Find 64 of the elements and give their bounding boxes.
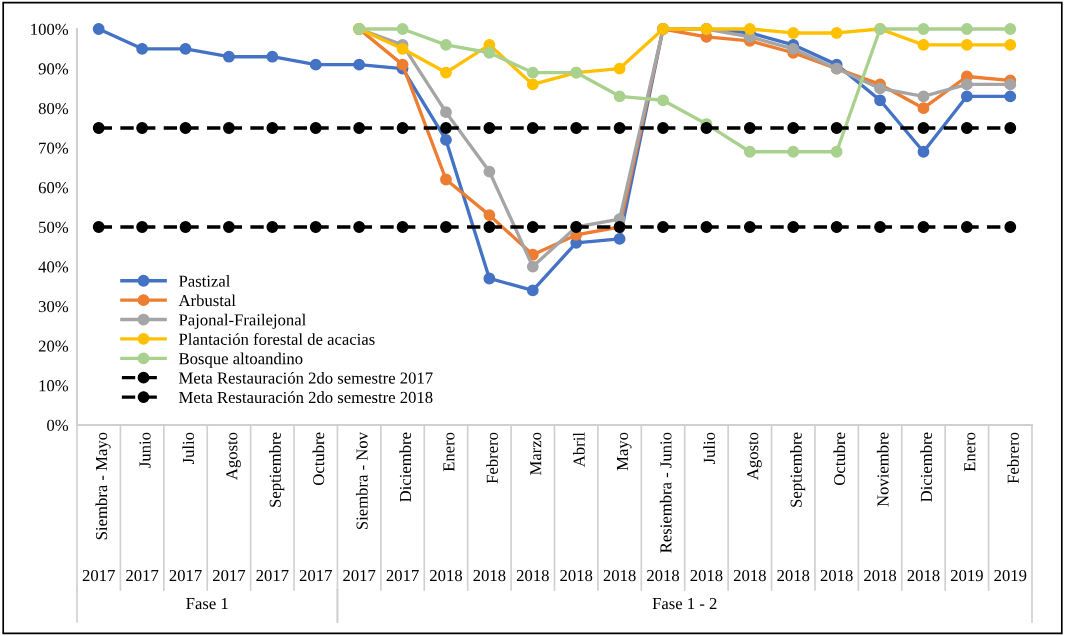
y-tick-label: 20% [38,340,69,352]
x-tick-label: Diciembre [920,432,932,502]
x-tick-label: Marzo [530,432,542,476]
text: 2018 [516,569,549,582]
text: 2017 [299,569,332,582]
x-tick-label: Febrero [1007,432,1019,484]
x-tick-label: Siembra - Mayo [95,432,111,540]
text: 2018 [560,569,593,582]
x-tick-label: Diciembre [399,432,412,502]
y-tick-label: 50% [39,221,69,233]
text: 2017 [169,569,202,582]
text: 2019 [994,569,1027,582]
x-tick-label: Agosto [747,432,762,480]
y-tick-label: 0% [47,419,69,431]
y-tick-label: 90% [38,63,69,75]
text: 2019 [950,569,983,582]
text: 2017 [386,569,419,582]
text: 2018 [820,569,853,582]
text: 2018 [777,569,810,582]
x-tick-label: Mayo [617,432,632,471]
x-tick-label: Octubre [833,432,846,485]
text: 2017 [343,569,376,582]
text: 2017 [126,569,159,582]
text: 2018 [733,569,766,582]
text: 2017 [213,569,246,582]
text: 2018 [603,569,636,582]
x-tick-label: Agosto [226,432,241,480]
y-tick-label: 60% [38,182,69,194]
legend-label: Arbustal [178,294,236,307]
text: Fase 1 [186,598,228,610]
x-tick-label: Abril [572,432,585,468]
legend-label: Meta Restauración 2do semestre 2017 [179,371,433,384]
legend-label: Bosque altoandino [179,352,303,368]
legend-label: Pastizal [179,275,231,287]
y-tick-label: 40% [38,261,69,273]
x-tick-label: Resiembra - Junio [659,432,672,553]
text: 2018 [690,569,723,582]
text: 2018 [647,569,680,582]
x-tick-label: Septiembre [790,432,806,507]
text: 2017 [256,569,289,582]
text: 2018 [864,569,897,582]
y-tick-label: 80% [38,102,69,115]
x-tick-label: Julio [182,432,195,465]
x-tick-label: Noviembre [876,432,889,507]
text: Fase 1 - 2 [652,597,717,610]
text: 2018 [907,569,940,582]
x-tick-label: Julio [703,432,715,465]
y-tick-label: 30% [38,300,69,313]
legend-label: Pajonal-Frailejonal [179,313,306,329]
legend-label: Plantación forestal de acacias [179,333,375,345]
x-tick-label: Octubre [312,432,325,485]
y-tick-label: 10% [39,380,69,392]
x-tick-label: Enero [964,432,976,472]
x-tick-label: Enero [443,432,455,472]
legend-label: Meta Restauración 2do semestre 2018 [179,391,433,404]
text: 2018 [430,569,463,582]
x-tick-label: Siembra - Nov [355,432,368,530]
x-tick-label: Junio [139,432,151,468]
x-tick-label: Septiembre [269,432,285,507]
text: 2018 [473,569,506,582]
text: 2017 [82,569,115,582]
y-tick-label: 100% [31,23,69,35]
x-tick-label: Febrero [486,432,498,484]
y-tick-label: 70% [39,142,69,154]
